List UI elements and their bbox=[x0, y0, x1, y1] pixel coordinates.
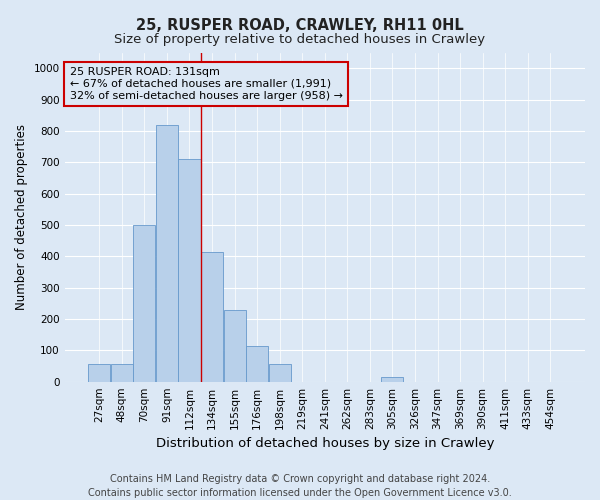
Bar bbox=[269, 364, 291, 382]
Bar bbox=[111, 364, 133, 382]
Text: 25 RUSPER ROAD: 131sqm
← 67% of detached houses are smaller (1,991)
32% of semi-: 25 RUSPER ROAD: 131sqm ← 67% of detached… bbox=[70, 68, 343, 100]
Bar bbox=[382, 377, 403, 382]
X-axis label: Distribution of detached houses by size in Crawley: Distribution of detached houses by size … bbox=[155, 437, 494, 450]
Bar bbox=[178, 159, 200, 382]
Bar bbox=[224, 310, 245, 382]
Text: 25, RUSPER ROAD, CRAWLEY, RH11 0HL: 25, RUSPER ROAD, CRAWLEY, RH11 0HL bbox=[136, 18, 464, 32]
Bar bbox=[88, 364, 110, 382]
Text: Size of property relative to detached houses in Crawley: Size of property relative to detached ho… bbox=[115, 32, 485, 46]
Y-axis label: Number of detached properties: Number of detached properties bbox=[15, 124, 28, 310]
Bar bbox=[201, 252, 223, 382]
Bar bbox=[133, 225, 155, 382]
Text: Contains HM Land Registry data © Crown copyright and database right 2024.
Contai: Contains HM Land Registry data © Crown c… bbox=[88, 474, 512, 498]
Bar bbox=[156, 124, 178, 382]
Bar bbox=[246, 346, 268, 382]
